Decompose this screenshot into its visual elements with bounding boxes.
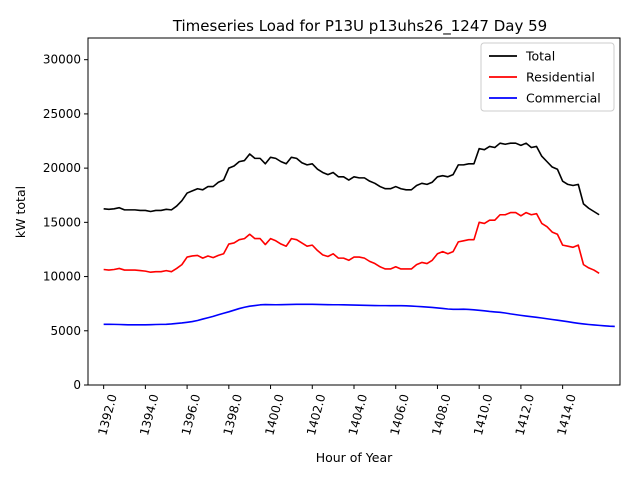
series-line-residential	[103, 211, 600, 274]
y-tick-label: 0	[73, 378, 81, 392]
legend-label-residential: Residential	[526, 70, 595, 85]
series-line-commercial	[103, 303, 615, 328]
legend: Total Residential Commercial	[480, 42, 615, 112]
y-tick-label: 30000	[43, 53, 81, 67]
y-tick-label: 10000	[43, 270, 81, 284]
legend-label-total: Total	[525, 49, 555, 64]
x-tick-label: 1392.0	[95, 393, 119, 437]
x-tick-label: 1396.0	[179, 393, 203, 437]
series-line-total	[103, 142, 600, 216]
chart-title: Timeseries Load for P13U p13uhs26_1247 D…	[172, 17, 547, 36]
x-axis-label: Hour of Year	[316, 450, 393, 465]
y-tick-label: 20000	[43, 161, 81, 175]
x-tick-label: 1394.0	[137, 393, 161, 437]
x-tick-label: 1400.0	[262, 393, 286, 437]
legend-box	[480, 42, 615, 112]
y-tick-label: 15000	[43, 215, 81, 229]
legend-label-commercial: Commercial	[526, 91, 601, 106]
x-tick-label: 1408.0	[429, 393, 453, 437]
x-tick-label: 1398.0	[221, 393, 245, 437]
y-tick-label: 25000	[43, 107, 81, 121]
x-tick-label: 1412.0	[513, 393, 537, 437]
plot-area	[103, 142, 615, 328]
y-axis-label: kW total	[13, 186, 28, 238]
x-tick-label: 1410.0	[471, 393, 495, 437]
x-tick-label: 1402.0	[304, 393, 328, 437]
y-tick-label: 5000	[50, 324, 81, 338]
x-tick-label: 1404.0	[346, 393, 370, 437]
x-tick-label: 1406.0	[388, 393, 412, 437]
x-tick-label: 1414.0	[554, 393, 578, 437]
